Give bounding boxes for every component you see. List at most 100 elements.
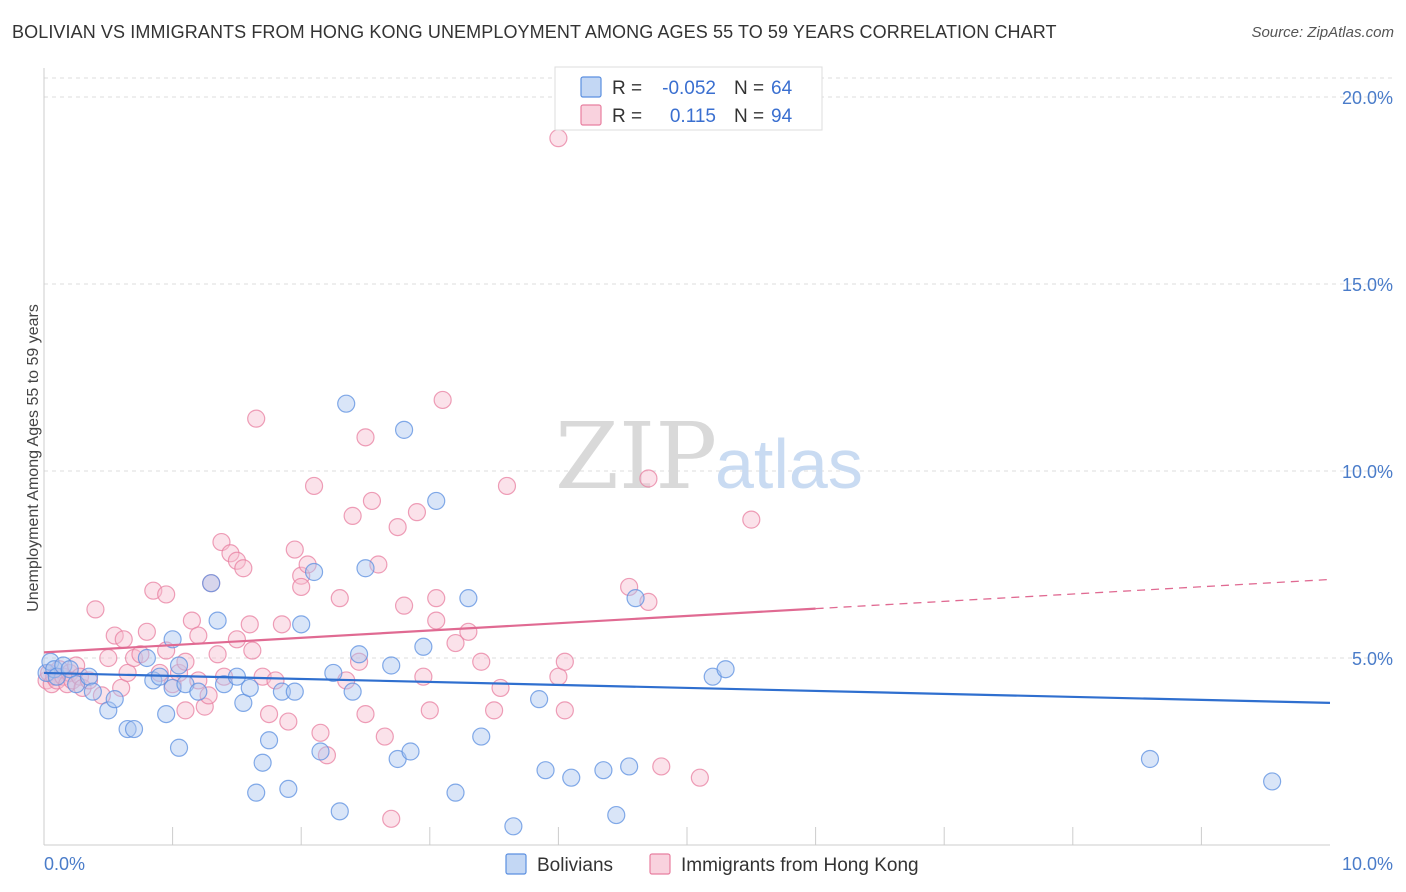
data-point [433,390,452,410]
data-point [169,738,189,757]
data-point [388,517,407,537]
axes [43,68,1330,846]
data-point [491,678,510,698]
data-point [253,753,272,772]
data-point [202,574,221,593]
data-point [330,589,349,608]
data-point [259,704,279,724]
chart-title: BOLIVIAN VS IMMIGRANTS FROM HONG KONG UN… [12,22,1057,42]
data-point [446,783,465,802]
data-point [555,652,574,671]
data-point [240,678,259,698]
data-point [485,701,504,720]
legend-n-value: 94 [771,106,793,127]
data-point [446,633,465,653]
data-point [189,682,208,701]
data-point [247,783,266,802]
data-point [324,663,343,683]
data-point [401,742,420,761]
data-point [427,611,446,630]
data-point [124,719,144,739]
data-point [594,761,613,780]
data-point [298,555,317,574]
data-point [394,596,414,615]
x-tick-label: 10.0% [1342,854,1393,874]
data-point [243,641,262,660]
y-axis-label-group: Unemployment Among Ages 55 to 59 years [25,304,42,612]
data-point [272,682,292,701]
y-tick-label: 20.0% [1342,88,1393,108]
data-point [176,701,195,720]
data-point [555,701,574,720]
data-point [285,682,304,701]
data-point [362,491,382,511]
data-point [105,626,124,645]
data-point [742,510,761,529]
data-point [195,697,214,716]
data-point [716,660,735,679]
data-point [356,559,375,578]
data-point [356,704,375,724]
data-point [349,645,369,664]
data-point [459,622,478,641]
series-hong-kong-points [37,129,761,828]
data-point [208,645,227,664]
data-point [472,652,491,671]
data-point [137,622,156,641]
data-point [118,719,137,739]
data-point [114,630,133,649]
data-point [407,503,427,522]
data-point [349,652,369,671]
legend-swatch-blue [505,853,527,875]
data-point [240,615,259,634]
data-point [690,768,709,787]
data-point [79,667,99,686]
data-point [189,626,208,645]
data-point [375,727,394,746]
data-point [497,476,517,496]
legend-r-label: R = [612,106,642,127]
data-point [420,701,439,720]
legend-n-value: 64 [771,78,793,99]
data-point [118,663,137,683]
data-point [279,779,298,799]
data-point [1140,749,1160,769]
tick-labels: 5.0% 10.0% 15.0% 20.0% 0.0% 10.0% [44,88,1393,874]
data-point [652,757,671,776]
data-point [99,648,118,668]
data-point [169,656,189,675]
data-point [304,562,324,582]
data-point [536,761,555,780]
data-point [626,589,645,608]
data-point [266,671,285,690]
source-label: Source: ZipAtlas.com [1251,24,1394,41]
trend-line-solid [43,671,1331,704]
data-point [311,742,330,761]
data-point [304,476,324,496]
data-point [259,731,279,750]
data-point [105,690,124,709]
data-point [607,805,626,825]
legend-n-label: N = [734,106,764,127]
data-point [163,630,182,649]
data-point [157,585,176,604]
data-point [221,544,240,563]
y-tick-label: 5.0% [1352,649,1393,669]
legend-r-value: -0.052 [662,78,716,99]
trend-lines [43,578,1331,704]
data-point [382,656,401,675]
data-point [382,809,401,828]
data-point [330,802,349,821]
data-point [227,630,246,649]
data-point [227,551,246,570]
data-point [234,559,253,578]
data-point [562,768,581,787]
data-point [182,611,201,630]
data-point [99,701,118,720]
legend-r-label: R = [612,78,642,99]
data-point [356,428,375,447]
data-point [272,615,292,634]
data-point [343,506,362,525]
legend-swatch [580,104,602,126]
watermark-zip: ZIP [555,403,717,510]
